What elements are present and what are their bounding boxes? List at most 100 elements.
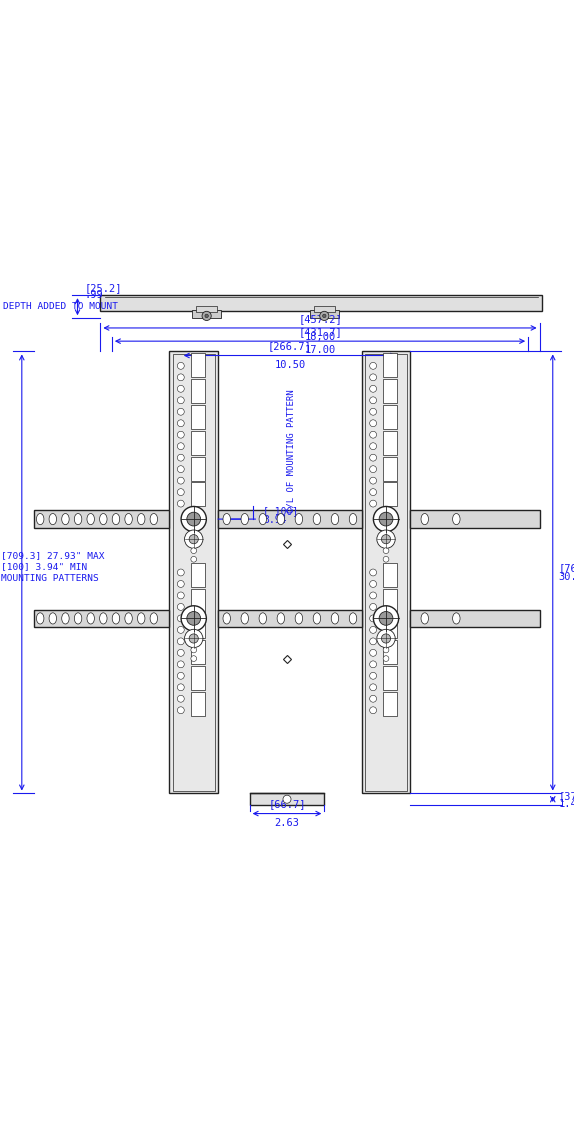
Bar [383,615,397,638]
Circle shape [177,385,184,393]
Bar [196,306,217,312]
Text: [762]: [762] [559,563,574,573]
Ellipse shape [49,514,56,525]
Circle shape [377,629,395,647]
Circle shape [177,683,184,691]
Circle shape [383,557,389,562]
Bar [383,692,397,716]
Circle shape [185,629,203,647]
Ellipse shape [100,514,107,525]
Circle shape [370,454,377,461]
Bar [362,351,410,793]
Circle shape [370,443,377,450]
Circle shape [370,385,377,393]
Bar [191,405,205,429]
Circle shape [370,362,377,369]
Circle shape [177,489,184,496]
Ellipse shape [36,613,44,624]
Ellipse shape [61,613,69,624]
Bar [191,641,205,664]
Circle shape [205,314,208,318]
Text: 17.00: 17.00 [304,346,336,356]
Circle shape [177,408,184,415]
Bar [34,511,169,527]
Circle shape [379,611,393,625]
Bar [383,666,397,690]
Circle shape [177,569,184,576]
Circle shape [181,506,207,532]
Ellipse shape [112,514,119,525]
Text: 1.46: 1.46 [559,799,574,809]
Bar [191,589,205,613]
Circle shape [177,707,184,714]
Circle shape [370,397,377,404]
Circle shape [185,530,203,549]
Text: DEPTH ADDED TO MOUNT: DEPTH ADDED TO MOUNT [3,302,118,311]
Bar [314,306,335,312]
Circle shape [189,534,199,544]
Bar [191,615,205,638]
Circle shape [177,374,184,380]
Circle shape [177,477,184,484]
Ellipse shape [313,514,321,525]
Bar [191,482,205,506]
Ellipse shape [125,613,132,624]
Ellipse shape [87,613,94,624]
Ellipse shape [295,613,302,624]
Text: 2.63: 2.63 [274,818,300,828]
Bar [310,310,339,319]
Bar [383,563,397,587]
Bar [365,355,407,791]
Circle shape [370,683,377,691]
Bar [218,511,362,527]
Circle shape [177,454,184,461]
Circle shape [381,634,390,643]
Circle shape [177,626,184,633]
Bar [34,609,169,627]
Ellipse shape [223,514,231,525]
Ellipse shape [349,613,356,624]
Bar [192,310,221,319]
Circle shape [370,707,377,714]
Circle shape [370,580,377,588]
Bar [383,482,397,506]
Circle shape [177,431,184,439]
Circle shape [177,443,184,450]
Circle shape [370,696,377,702]
Circle shape [370,477,377,484]
Circle shape [189,634,199,643]
Circle shape [370,672,377,679]
Ellipse shape [150,514,157,525]
Circle shape [370,661,377,668]
Bar [191,379,205,403]
Circle shape [181,606,207,631]
Circle shape [370,420,377,426]
Circle shape [187,611,201,625]
Circle shape [370,466,377,472]
Ellipse shape [331,514,339,525]
Circle shape [191,655,196,662]
Circle shape [191,548,196,553]
Text: 18,00: 18,00 [304,332,336,342]
Circle shape [177,397,184,404]
Ellipse shape [223,613,231,624]
Circle shape [177,580,184,588]
Text: [37.1]: [37.1] [559,791,574,801]
Circle shape [370,626,377,633]
Ellipse shape [241,514,249,525]
Bar [191,457,205,480]
Ellipse shape [295,514,302,525]
Circle shape [383,548,389,553]
Text: [431.7]: [431.7] [298,328,342,337]
Bar [191,431,205,454]
Text: [25.2]: [25.2] [84,284,122,294]
Bar [410,511,540,527]
Bar [383,431,397,454]
Ellipse shape [331,613,339,624]
Circle shape [202,311,211,321]
Circle shape [191,647,196,653]
Ellipse shape [241,613,249,624]
Circle shape [383,647,389,653]
Bar [250,793,324,804]
Ellipse shape [259,514,266,525]
